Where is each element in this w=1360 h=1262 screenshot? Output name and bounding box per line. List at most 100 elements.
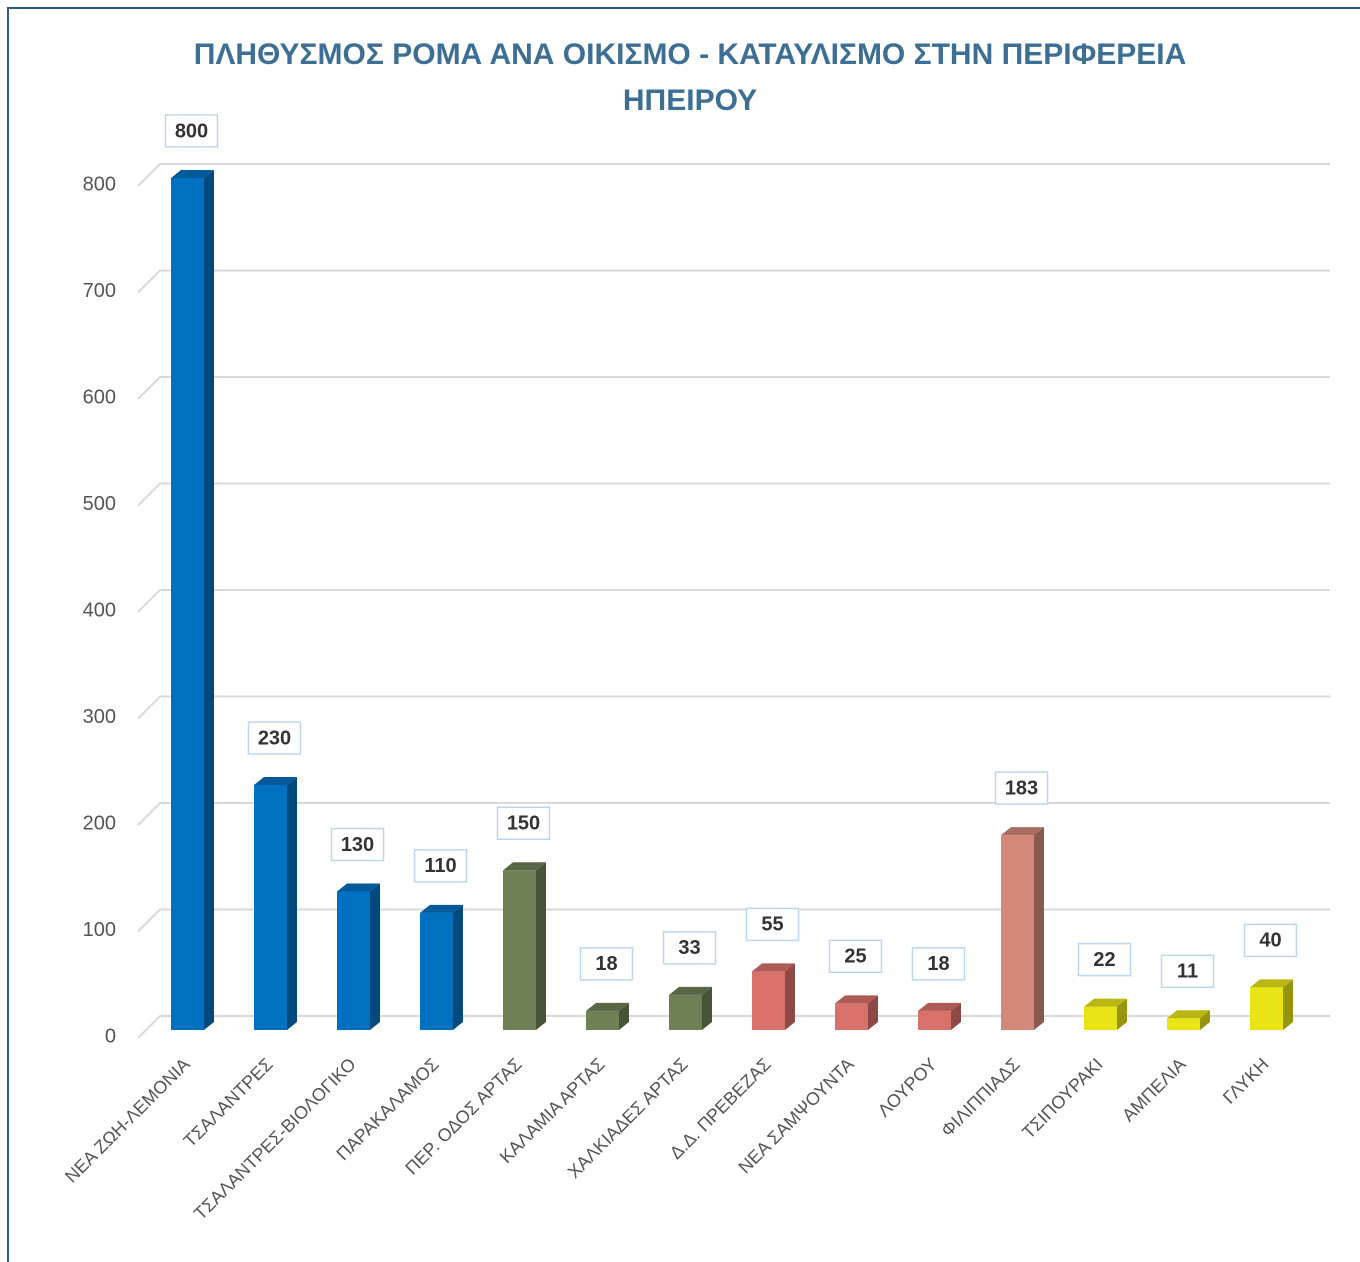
bar-front [503, 870, 536, 1030]
y-tick-label: 400 [83, 599, 116, 621]
bar-side [619, 1002, 629, 1030]
y-tick-label: 200 [83, 812, 116, 834]
value-label-box [330, 827, 385, 862]
bar [586, 1002, 629, 1030]
bar [1084, 998, 1127, 1030]
x-tick-label: ΑΜΠΕΛΙΑ [1118, 1054, 1189, 1125]
bar-side [453, 904, 463, 1030]
y-tick-label: 500 [83, 493, 116, 515]
bar-top [171, 170, 214, 178]
value-label-box [994, 771, 1049, 805]
value-label: 33 [678, 937, 700, 959]
value-label: 150 [507, 813, 540, 835]
value-label-box [1243, 923, 1298, 958]
x-tick-label: ΝΕΑ ΖΩΗ-ΛΕΜΟΝΙΑ [61, 1054, 194, 1187]
frame [7, 7, 1360, 1262]
bar-top [1084, 998, 1127, 1007]
grid-line [137, 589, 1330, 613]
bar-side [536, 862, 546, 1030]
value-label: 18 [595, 953, 617, 975]
x-tick-label: ΦΙΛΙΠΠΙΑΔΣ [937, 1054, 1024, 1141]
value-label-box [1160, 954, 1215, 989]
bar-side [951, 1002, 961, 1030]
value-label-box [1077, 942, 1132, 977]
bar-side [287, 777, 297, 1030]
bar-front [254, 785, 287, 1030]
bar-top [835, 995, 878, 1004]
bar-top [918, 1002, 961, 1011]
x-tick-label: ΤΣΙΠΟΥΡΑΚΙ [1018, 1054, 1107, 1143]
bar-side [785, 963, 795, 1030]
bar [254, 777, 297, 1030]
x-tick-label: ΛΟΥΡΟΥ [874, 1054, 941, 1121]
y-tick-label: 300 [83, 706, 116, 728]
bar-front [337, 891, 370, 1030]
bar-top [1250, 979, 1293, 988]
bar-front [171, 178, 204, 1030]
bar-side [1200, 1010, 1210, 1030]
bar-top [337, 883, 380, 892]
y-tick-label: 600 [83, 386, 116, 408]
bar [835, 995, 878, 1030]
bar [171, 170, 214, 1030]
bar [752, 963, 795, 1030]
grid-line [137, 908, 1330, 933]
bar-side [1283, 979, 1293, 1030]
bar-front [669, 994, 702, 1030]
x-tick-label: ΓΛΥΚΗ [1219, 1054, 1273, 1108]
bar-top [586, 1002, 629, 1011]
bar-front [1001, 835, 1034, 1030]
value-label-box [164, 114, 219, 148]
grid-line [137, 1015, 1330, 1039]
bar-side [702, 986, 712, 1030]
value-label-box [828, 939, 883, 974]
bar [503, 862, 546, 1030]
bar [1167, 1010, 1210, 1030]
value-label: 130 [341, 834, 374, 856]
value-label-box [496, 806, 551, 840]
bar-front [1084, 1006, 1117, 1030]
y-tick-label: 800 [83, 173, 116, 195]
bar-top [669, 986, 712, 995]
bar [337, 883, 380, 1030]
bar-front [835, 1003, 868, 1030]
bar-front [1250, 987, 1283, 1030]
value-label: 230 [258, 727, 291, 749]
bar [1001, 827, 1044, 1030]
bar [1250, 979, 1293, 1030]
y-tick-label: 700 [83, 280, 116, 302]
bar-front [586, 1010, 619, 1030]
value-label-box [413, 849, 468, 883]
value-label: 22 [1093, 949, 1115, 971]
grid-line [137, 376, 1330, 400]
bar-front [752, 971, 785, 1030]
value-label: 183 [1005, 777, 1038, 799]
value-label-box [911, 947, 966, 981]
bar-side [370, 883, 380, 1030]
value-label: 18 [927, 953, 949, 975]
value-label-box [579, 947, 634, 981]
value-label: 800 [175, 120, 208, 142]
bar-front [420, 912, 453, 1030]
value-label-box [662, 931, 717, 965]
bar-front [1167, 1018, 1200, 1030]
y-tick-label: 100 [83, 919, 116, 941]
bar-top [503, 862, 546, 871]
value-label: 25 [844, 946, 866, 968]
chart-title: ΠΛΗΘΥΣΜΟΣ ΡΟΜΑ ΑΝΑ ΟΙΚΙΣΜΟ - ΚΑΤΑΥΛΙΣΜΟ … [193, 38, 1187, 117]
value-label: 11 [1177, 961, 1198, 983]
value-label-box [745, 907, 800, 942]
bar-side [868, 995, 878, 1030]
x-tick-label: ΤΣΑΛΑΝΤΡΕΣ-ΒΙΟΛΟΓΙΚΟ [190, 1054, 360, 1224]
bar-top [1167, 1010, 1210, 1019]
bar-top [254, 777, 297, 786]
bar-top [1001, 827, 1044, 836]
bar-front [918, 1010, 951, 1030]
grid-line [137, 269, 1330, 294]
bar-side [1034, 827, 1044, 1030]
bar-side [1117, 998, 1127, 1030]
y-tick-label: 0 [105, 1025, 116, 1047]
value-label: 55 [761, 914, 783, 936]
